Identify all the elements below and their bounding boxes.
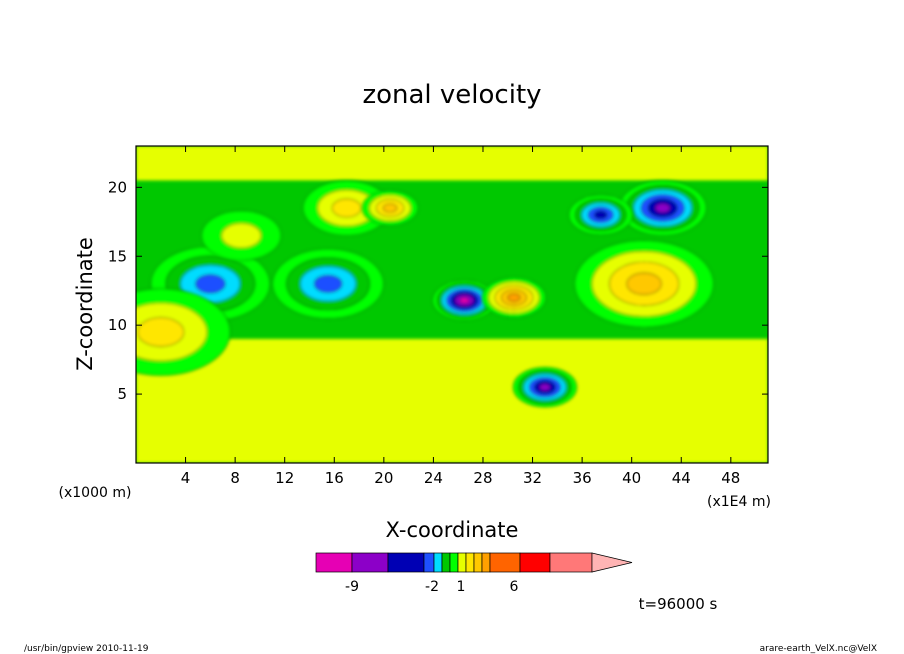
chart-title: zonal velocity <box>362 80 541 110</box>
footer-left: /usr/bin/gpview 2010-11-19 <box>24 644 149 654</box>
velocity-feature <box>136 288 231 376</box>
contour-level <box>382 203 398 213</box>
colorbar-tick-label: 6 <box>510 579 519 595</box>
velocity-feature <box>618 180 707 236</box>
velocity-feature <box>272 248 384 319</box>
y-axis: 5 10 15 20 <box>108 178 768 403</box>
colorbar-swatch <box>473 552 483 573</box>
upper-positive-band <box>136 146 768 181</box>
contour-level <box>594 210 608 220</box>
velocity-field <box>136 146 768 463</box>
x-tick-label: 24 <box>424 469 443 487</box>
y-tick-label: 20 <box>108 178 127 196</box>
contour-level <box>459 297 470 304</box>
x-tick-label: 40 <box>622 469 641 487</box>
colorbar-tick-label: -2 <box>425 579 439 595</box>
x-axis-label: X-coordinate <box>386 518 519 542</box>
contour-level <box>313 274 343 293</box>
velocity-feature <box>432 280 497 321</box>
x-tick-label: 4 <box>181 469 191 487</box>
x-tick-label: 36 <box>573 469 592 487</box>
contour-level <box>626 272 662 295</box>
x-tick-label: 48 <box>721 469 740 487</box>
colorbar-swatch <box>481 552 491 573</box>
velocity-feature <box>201 210 282 261</box>
colorbar-swatch <box>449 552 459 573</box>
contour-level <box>221 222 262 249</box>
x-tick-label: 44 <box>672 469 691 487</box>
colorbar-swatch <box>441 552 451 573</box>
y-tick-label: 15 <box>108 247 127 265</box>
x-axis: 4 8 12 16 20 24 28 32 36 40 44 48 <box>181 146 740 487</box>
y-axis-label: Z-coordinate <box>73 237 97 371</box>
contour-level <box>539 383 551 391</box>
y-unit-label: (x1000 m) <box>59 485 132 501</box>
colorbar-swatch <box>423 552 435 573</box>
y-tick-label: 5 <box>117 385 127 403</box>
colorbar-swatch <box>489 552 521 573</box>
velocity-feature <box>512 367 577 408</box>
y-tick-label: 10 <box>108 316 127 334</box>
contour-level <box>195 274 226 294</box>
velocity-feature <box>361 190 419 226</box>
x-tick-label: 8 <box>230 469 240 487</box>
x-tick-label: 16 <box>325 469 344 487</box>
colorbar-swatch <box>549 552 593 573</box>
colorbar-swatch <box>457 552 467 573</box>
contour-level <box>331 198 362 218</box>
colorbar-extend-arrow <box>591 552 633 573</box>
colorbar-swatch <box>387 552 425 573</box>
colorbar-swatch <box>351 552 389 573</box>
colorbar-swatch <box>433 552 443 573</box>
lower-positive-band <box>136 338 768 463</box>
colorbar-tick-label: 1 <box>457 579 466 595</box>
plot-frame <box>135 145 769 464</box>
time-label: t=96000 s <box>639 595 718 613</box>
contour-level <box>655 203 671 213</box>
contour-level <box>507 293 521 302</box>
contour-level <box>137 317 185 347</box>
x-unit-label: (x1E4 m) <box>707 494 771 510</box>
x-tick-label: 32 <box>523 469 542 487</box>
x-tick-label: 28 <box>473 469 492 487</box>
velocity-feature <box>568 194 633 236</box>
colorbar-swatch <box>465 552 475 573</box>
colorbar-swatch <box>519 552 551 573</box>
velocity-feature <box>574 240 714 328</box>
x-tick-label: 20 <box>374 469 393 487</box>
velocity-feature <box>302 180 391 236</box>
colorbar-swatch <box>315 552 353 573</box>
colorbar-tick-label: -9 <box>345 579 359 595</box>
colorbar: -9 -2 1 6 <box>315 552 633 595</box>
velocity-feature <box>481 277 546 318</box>
footer-right: arare-earth_VelX.nc@VelX <box>760 644 877 654</box>
x-tick-label: 12 <box>275 469 294 487</box>
